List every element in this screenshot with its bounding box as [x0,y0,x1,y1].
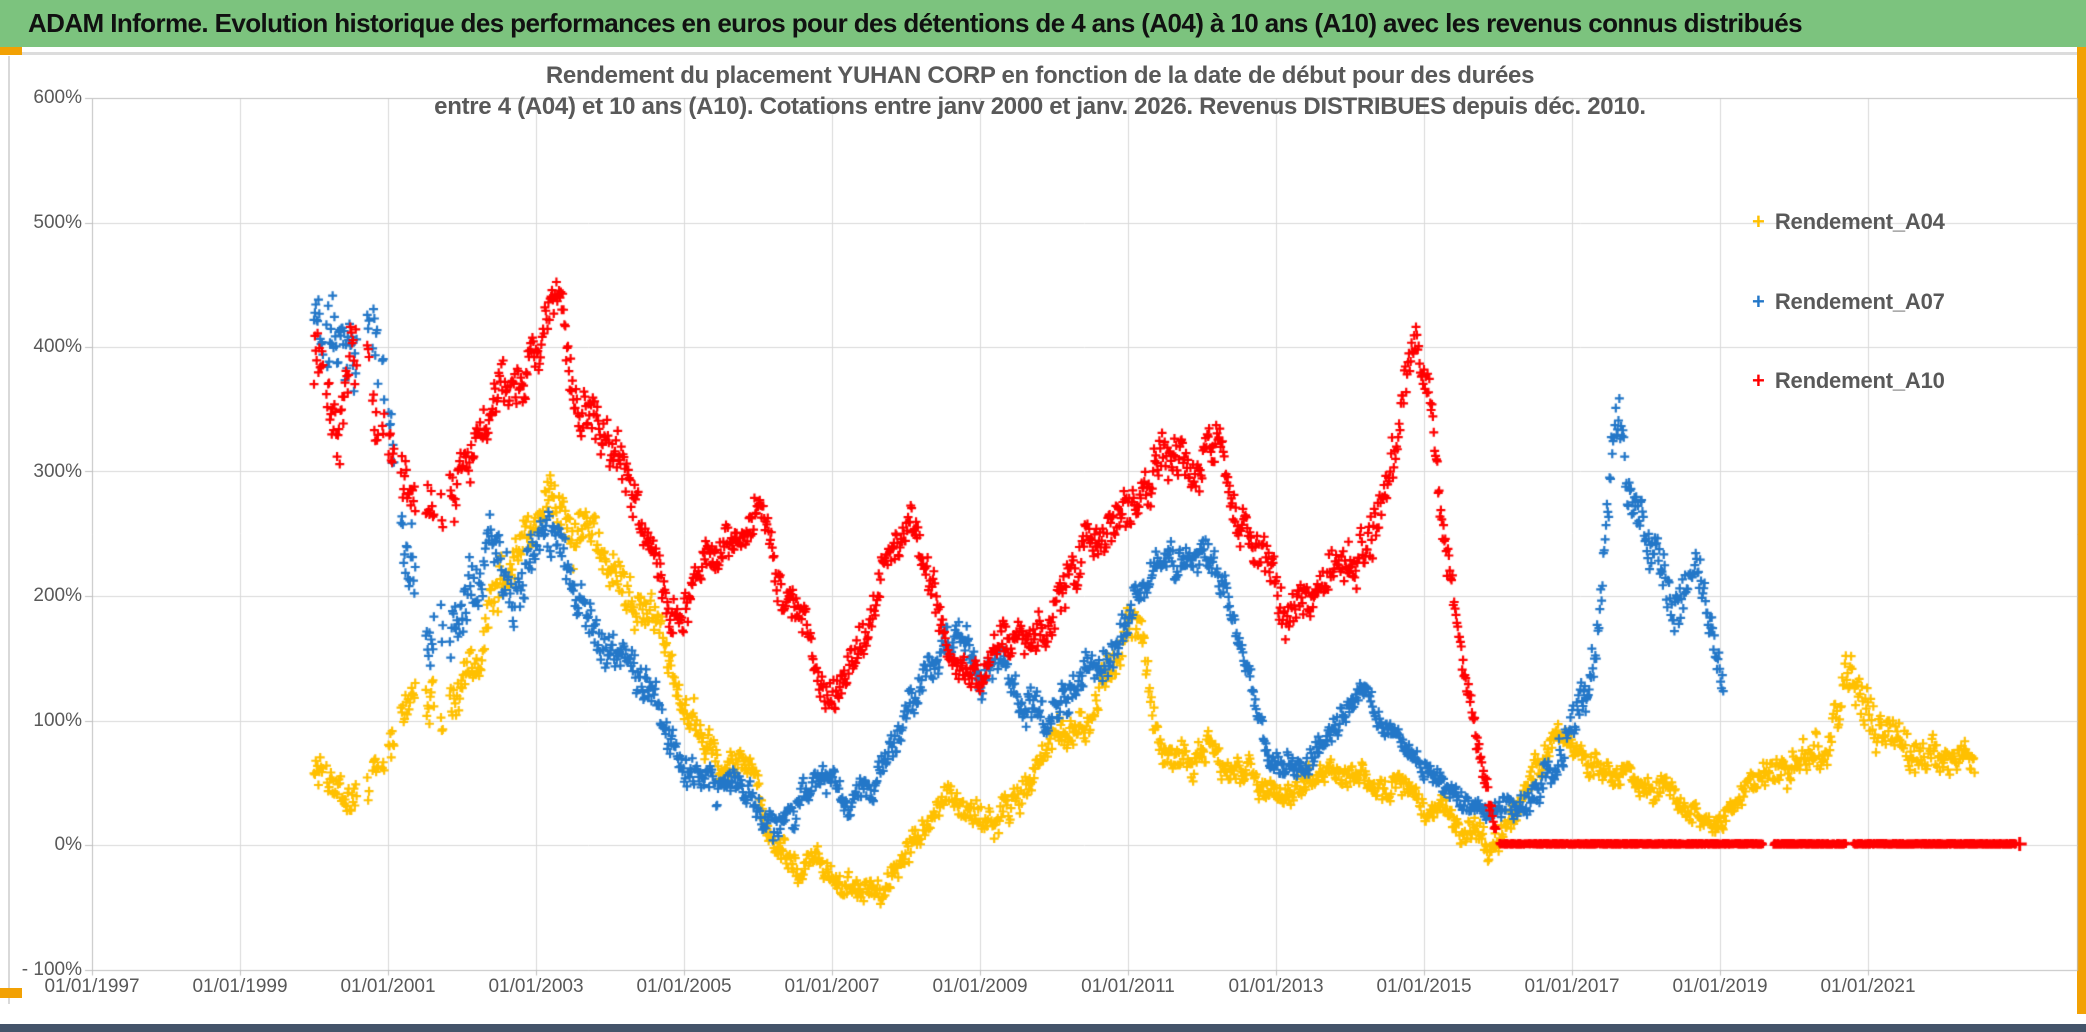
x-tick-label: 01/01/2007 [784,976,880,997]
x-tick-label: 01/01/2013 [1228,976,1324,997]
chart-title: Rendement du placement YUHAN CORP en fon… [250,60,1830,122]
legend-label: Rendement_A07 [1774,289,1945,314]
x-tick-label: 01/01/2017 [1524,976,1620,997]
y-tick-label: 500% [33,211,82,233]
plus-marker-icon: + [1752,368,1765,393]
x-tick-label: 01/01/2009 [932,976,1028,997]
y-tick-label: 300% [33,460,82,482]
x-tick-label: 01/01/2003 [488,976,584,997]
y-tick-label: - 100% [21,958,82,980]
x-tick-label: 01/01/1999 [192,976,288,997]
x-tick-label: 01/01/2011 [1081,976,1175,997]
chart-title-line1: Rendement du placement YUHAN CORP en fon… [545,62,1535,89]
x-tick-label: 01/01/2015 [1376,976,1472,997]
x-tick-label: 01/01/1997 [44,976,140,997]
y-tick-label: 100% [33,709,82,731]
y-tick-label: 200% [33,585,82,606]
plus-marker-icon: + [1752,289,1765,314]
legend-item-rendement_a07[interactable]: + Rendement_A07 [1752,288,1945,316]
y-tick-label: 600% [33,87,82,108]
x-tick-label: 01/01/2021 [1820,976,1916,997]
y-tick-label: 0% [54,834,82,855]
x-tick-label: 01/01/2019 [1672,976,1768,997]
legend-label: Rendement_A10 [1774,368,1945,393]
plus-marker-icon: + [1752,209,1765,234]
x-tick-label: 01/01/2005 [636,976,732,997]
legend-item-rendement_a04[interactable]: + Rendement_A04 [1752,208,1945,236]
y-tick-label: 400% [33,336,82,357]
chart-title-line2: entre 4 (A04) et 10 ans (A10). Cotations… [434,93,1646,120]
x-tick-label: 01/01/2001 [340,976,436,997]
legend-item-rendement_a10[interactable]: + Rendement_A10 [1752,367,1945,395]
legend-label: Rendement_A04 [1774,209,1945,234]
